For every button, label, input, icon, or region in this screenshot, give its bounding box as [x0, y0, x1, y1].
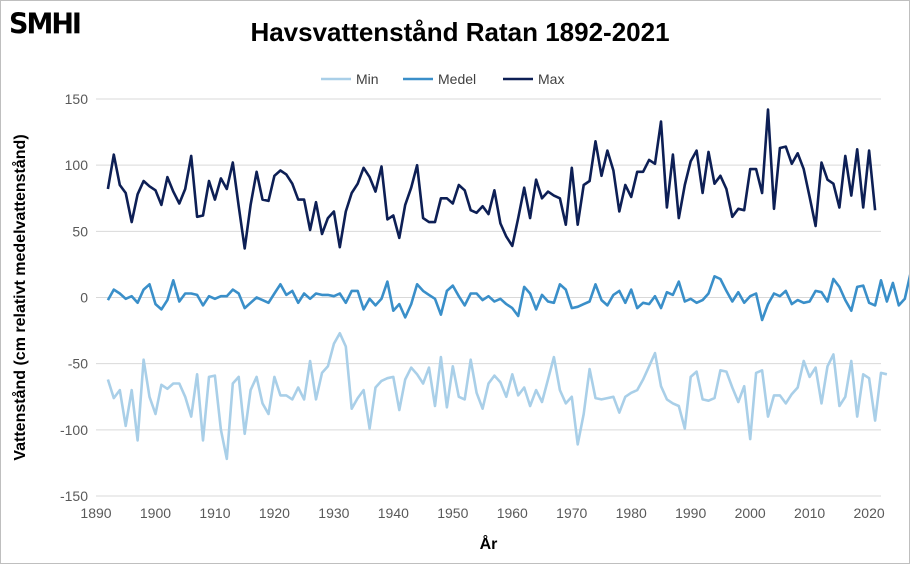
x-tick-label: 1930: [318, 505, 349, 521]
smhi-logo: SMHI: [9, 8, 82, 41]
y-tick-label: -100: [60, 422, 88, 438]
x-tick-label: 2020: [854, 505, 885, 521]
x-tick-label: 1890: [80, 505, 111, 521]
x-tick-label: 1980: [616, 505, 647, 521]
y-tick-label: -150: [60, 488, 88, 504]
legend-label-min: Min: [356, 71, 379, 87]
x-tick-label: 2000: [735, 505, 766, 521]
legend-label-max: Max: [538, 71, 564, 87]
chart-title: Havsvattenstånd Ratan 1892-2021: [250, 17, 670, 47]
x-tick-label: 2010: [794, 505, 825, 521]
series-line-max: [106, 108, 877, 250]
x-tick-label: 1910: [199, 505, 230, 521]
x-tick-label: 1950: [437, 505, 468, 521]
x-tick-label: 1990: [675, 505, 706, 521]
y-axis-label: Vattenstånd (cm relativt medelvattenstån…: [11, 134, 29, 460]
y-tick-label: 50: [72, 223, 88, 239]
legend-label-medel: Medel: [438, 71, 476, 87]
y-tick-label: 150: [65, 91, 89, 107]
y-tick-label: 100: [65, 157, 89, 173]
x-axis-label: År: [480, 534, 498, 553]
series-line-min: [106, 331, 888, 461]
y-tick-label: 0: [80, 290, 88, 306]
x-tick-label: 1970: [556, 505, 587, 521]
x-tick-label: 1920: [259, 505, 290, 521]
x-tick-label: 1940: [378, 505, 409, 521]
y-tick-label: -50: [68, 356, 88, 372]
x-tick-label: 1960: [497, 505, 528, 521]
series-line-medel: [106, 274, 909, 322]
x-tick-label: 1900: [140, 505, 171, 521]
